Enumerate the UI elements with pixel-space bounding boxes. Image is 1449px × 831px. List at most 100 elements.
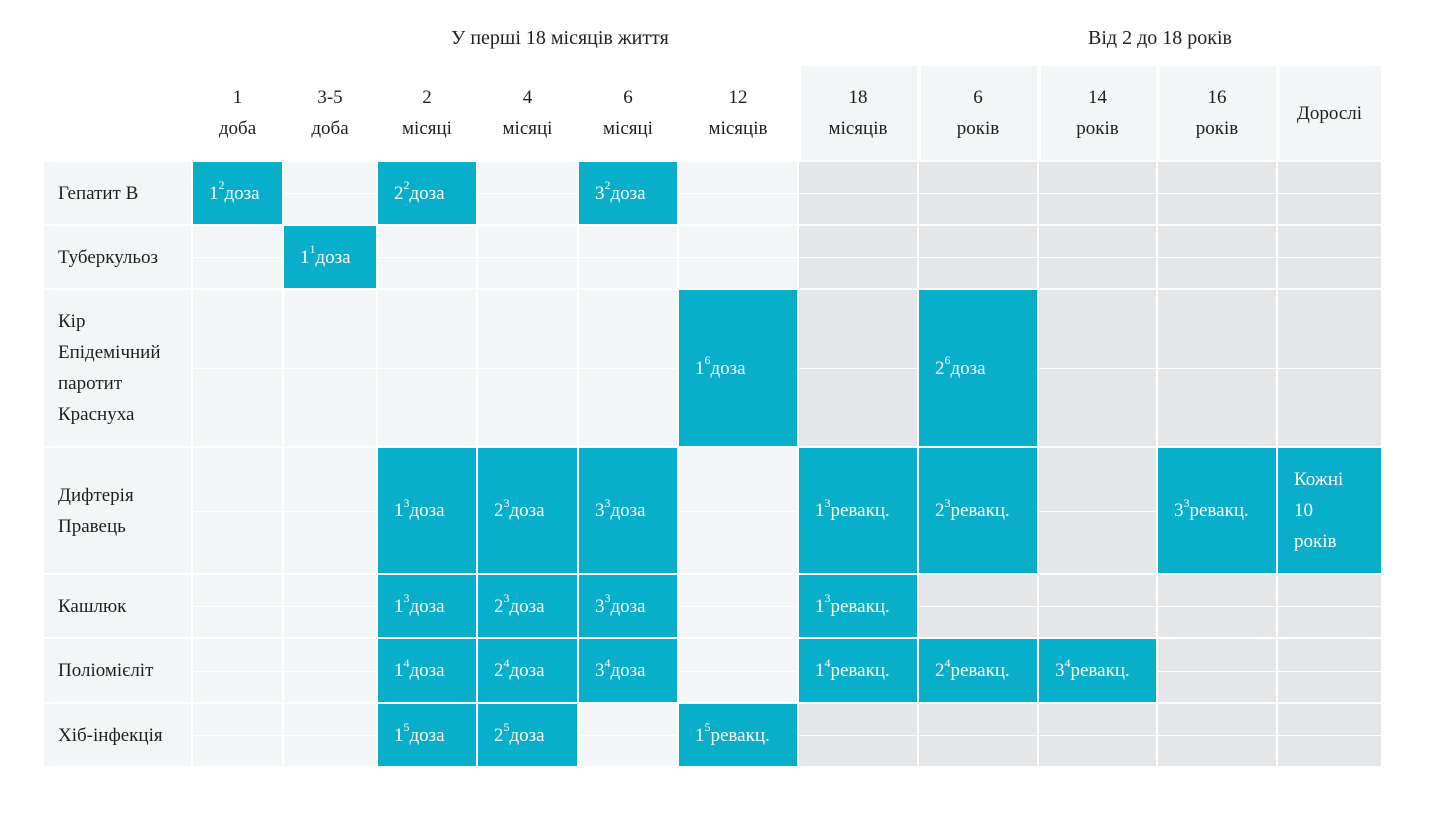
column-header: 6 місяці bbox=[579, 66, 679, 162]
dose-number: 3 bbox=[1174, 500, 1184, 521]
dose-type: доза bbox=[610, 500, 646, 521]
dose-cell: 13доза bbox=[378, 575, 478, 639]
column-header-text: 3-5 доба bbox=[311, 82, 348, 144]
empty-cell bbox=[1158, 290, 1278, 448]
empty-cell bbox=[193, 639, 284, 704]
dose-type: ревакц. bbox=[830, 660, 890, 681]
dose-number: 1 bbox=[394, 660, 404, 681]
dose-cell: 33доза bbox=[579, 448, 679, 575]
empty-cell bbox=[799, 704, 919, 768]
dose-footnote: 4 bbox=[503, 655, 510, 670]
dose-number: 1 bbox=[209, 182, 219, 204]
dose-footnote: 3 bbox=[1183, 495, 1190, 510]
empty-cell bbox=[1039, 226, 1158, 290]
dose-label: 33доза bbox=[595, 591, 646, 622]
dose-number: 1 bbox=[815, 500, 825, 521]
empty-cell bbox=[919, 575, 1039, 639]
empty-cell bbox=[193, 448, 284, 575]
column-header: 1 доба bbox=[193, 66, 284, 162]
dose-footnote: 4 bbox=[944, 655, 951, 670]
dose-cell: 11доза bbox=[284, 226, 378, 290]
column-divider bbox=[378, 66, 380, 160]
column-header-line: 6 bbox=[973, 87, 983, 108]
empty-cell bbox=[579, 704, 679, 768]
dose-number: 2 bbox=[494, 724, 504, 746]
column-header-text: 2 місяці bbox=[402, 82, 452, 144]
dose-type: доза bbox=[509, 595, 545, 617]
dose-cell: 24ревакц. bbox=[919, 639, 1039, 704]
column-header-text: 1 доба bbox=[219, 82, 256, 144]
dose-type: доза bbox=[409, 500, 445, 521]
dose-cell: 22доза bbox=[378, 162, 478, 226]
dose-footnote: 3 bbox=[944, 495, 951, 510]
dose-label: 16доза bbox=[695, 353, 746, 384]
column-divider bbox=[1039, 66, 1041, 160]
empty-cell bbox=[1039, 290, 1158, 448]
column-header-line: місяців bbox=[828, 118, 888, 139]
dose-type: доза bbox=[409, 724, 445, 746]
column-header-line: 2 bbox=[422, 87, 432, 108]
column-header-line: років bbox=[1195, 118, 1239, 139]
row-label: Туберкульоз bbox=[44, 226, 193, 290]
empty-cell bbox=[284, 448, 378, 575]
row-label-line: Дифтерія bbox=[58, 484, 134, 506]
dose-type: доза bbox=[409, 182, 445, 204]
row-label-line: Туберкульоз bbox=[58, 246, 159, 268]
dose-number: 1 bbox=[695, 357, 705, 379]
dose-cell: 15доза bbox=[378, 704, 478, 768]
dose-footnote: 5 bbox=[704, 720, 711, 735]
dose-footnote: 6 bbox=[944, 353, 951, 368]
dose-number: 3 bbox=[595, 500, 605, 521]
column-header-line: місяці bbox=[402, 118, 452, 139]
column-header-text: 4 місяці bbox=[503, 82, 553, 144]
empty-cell bbox=[679, 575, 799, 639]
dose-type: доза bbox=[509, 660, 545, 681]
dose-note: Кожні 10 років bbox=[1294, 464, 1343, 557]
dose-footnote: 3 bbox=[824, 591, 831, 606]
dose-label: 23доза bbox=[494, 591, 545, 622]
row-label: Дифтерія Правець bbox=[44, 448, 193, 575]
dose-label: 11доза bbox=[300, 242, 351, 273]
dose-cell: 13доза bbox=[378, 448, 478, 575]
dose-label: 12доза bbox=[209, 178, 260, 209]
empty-cell bbox=[1278, 290, 1383, 448]
row-label-line: Правець bbox=[58, 515, 126, 537]
empty-cell bbox=[679, 639, 799, 704]
column-header-line: доба bbox=[218, 118, 257, 139]
dose-label: 33ревакц. bbox=[1174, 495, 1249, 526]
empty-cell bbox=[679, 448, 799, 575]
empty-cell bbox=[1278, 575, 1383, 639]
dose-label: 32доза bbox=[595, 178, 646, 209]
dose-cell: 24доза bbox=[478, 639, 579, 704]
dose-type: ревакц. bbox=[1189, 500, 1249, 521]
empty-cell bbox=[378, 226, 478, 290]
column-header-line: доба bbox=[311, 118, 349, 139]
column-divider bbox=[799, 66, 801, 160]
column-header-line: Дорослі bbox=[1296, 102, 1363, 124]
dose-type: доза bbox=[710, 357, 746, 379]
column-header-text: 14 років bbox=[1076, 82, 1118, 144]
column-divider bbox=[679, 66, 681, 160]
dose-type: доза bbox=[509, 500, 545, 521]
dose-note-line: років bbox=[1294, 531, 1337, 552]
column-divider bbox=[478, 66, 480, 160]
dose-cell: 33ревакц. bbox=[1158, 448, 1278, 575]
row-label-text: Туберкульоз bbox=[58, 242, 158, 273]
dose-type: ревакц. bbox=[1070, 660, 1130, 681]
empty-cell bbox=[679, 226, 799, 290]
column-header-line: 12 bbox=[728, 87, 748, 108]
dose-type: доза bbox=[610, 595, 646, 617]
empty-cell bbox=[1039, 704, 1158, 768]
dose-footnote: 2 bbox=[403, 178, 410, 193]
dose-footnote: 4 bbox=[824, 655, 831, 670]
empty-cell bbox=[1158, 704, 1278, 768]
row-label-line: Епідемічний bbox=[58, 342, 161, 363]
dose-label: 34доза bbox=[595, 655, 646, 686]
dose-label: 25доза bbox=[494, 720, 545, 751]
row-label: Кашлюк bbox=[44, 575, 193, 639]
dose-number: 3 bbox=[595, 595, 605, 617]
row-label-text: Хіб-інфекція bbox=[58, 720, 163, 751]
empty-cell bbox=[1158, 162, 1278, 226]
column-header: 6 років bbox=[919, 66, 1039, 162]
column-header: Дорослі bbox=[1278, 66, 1383, 162]
